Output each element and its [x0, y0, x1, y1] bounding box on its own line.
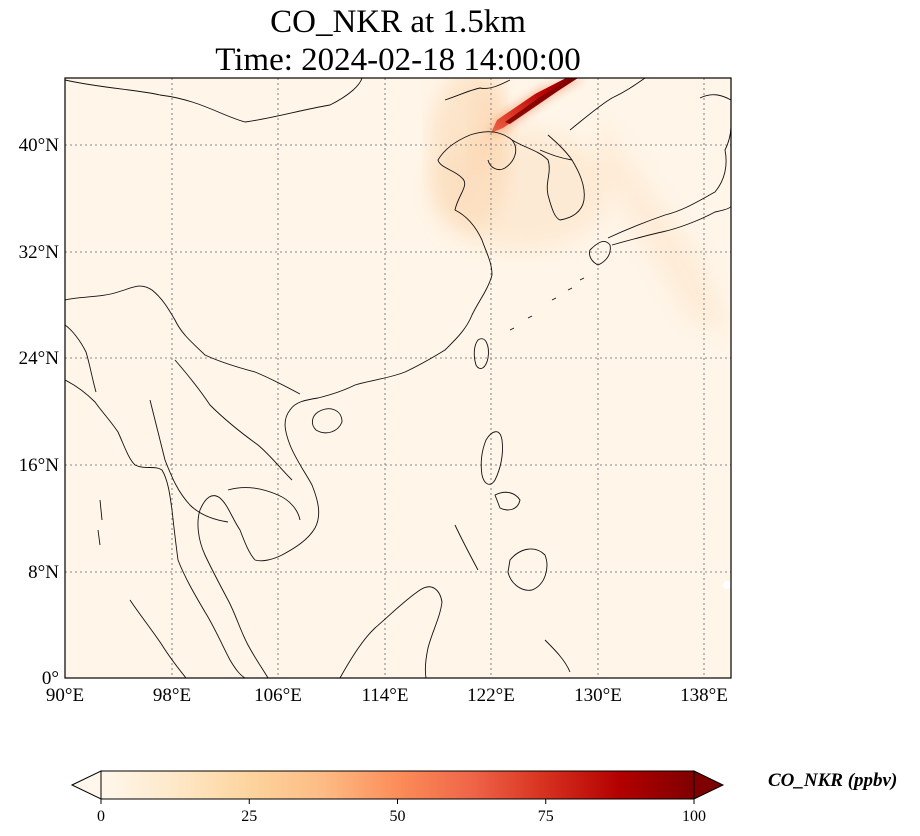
colorbar-label: CO_NKR (ppbv)	[768, 770, 898, 791]
lon-tick-label: 106°E	[254, 685, 302, 706]
map-timestamp: Time: 2024-02-18 14:00:00	[215, 42, 581, 78]
concentration-field	[65, 78, 731, 678]
coast-mindanao	[507, 548, 548, 591]
colorbar-tick-label: 100	[682, 808, 706, 825]
coast-vietnam	[254, 397, 320, 562]
islands-andaman	[97, 499, 103, 546]
coast-bohai	[469, 131, 517, 171]
haze-streak-left	[470, 78, 505, 175]
coast-sulawesi	[544, 639, 571, 673]
lat-tick-label: 24°N	[19, 348, 60, 369]
lon-tick-label: 122°E	[467, 685, 515, 706]
coast-borneo	[339, 586, 443, 678]
border-mongolia	[65, 78, 363, 123]
border-myanmar-india	[65, 324, 97, 393]
lon-tick-label: 98°E	[153, 685, 191, 706]
lon-tick-label: 114°E	[362, 685, 409, 706]
colorbar-extend-high	[693, 770, 725, 800]
border-cambodia	[227, 487, 301, 521]
coast-sumatra	[129, 599, 187, 678]
colorbar-extend-low	[70, 770, 102, 800]
border-china-south	[65, 285, 301, 395]
lon-tick-label: 130°E	[574, 685, 622, 706]
lon-tick-label: 90°E	[46, 685, 84, 706]
lat-tick-label: 40°N	[19, 135, 60, 156]
coast-malay	[177, 559, 246, 678]
border-laos	[174, 359, 293, 481]
coast-myanmar	[65, 379, 179, 561]
coast-hokkaido	[699, 94, 731, 101]
colorbar: 0 25 50 75 100	[70, 770, 725, 825]
colorbar-tick-label: 0	[97, 808, 105, 825]
coast-indochina	[197, 495, 269, 678]
coast-japan-south	[611, 205, 731, 246]
colorbar-tick-label: 25	[241, 808, 257, 825]
lat-tick-labels: 0° 8°N 16°N 24°N 32°N 40°N	[19, 135, 60, 689]
coast-taiwan	[473, 338, 489, 369]
plume-center	[505, 79, 575, 124]
coast-russia-fe	[569, 78, 646, 131]
colorbar-ticks	[100, 799, 695, 804]
map-frame	[64, 77, 732, 679]
map-title: CO_NKR at 1.5km	[270, 4, 526, 40]
coast-palawan	[454, 524, 479, 571]
coast-visayas	[494, 491, 521, 511]
coast-luzon	[480, 431, 503, 485]
coastlines	[65, 78, 731, 678]
lat-tick-label: 32°N	[19, 242, 60, 263]
islands-ryukyu	[509, 277, 585, 331]
colorbar-tick-label: 50	[390, 808, 406, 825]
coast-hainan	[311, 408, 343, 434]
lon-tick-labels: 90°E 98°E 106°E 114°E 122°E 130°E 138°E	[46, 685, 728, 706]
lat-tick-label: 8°N	[28, 562, 59, 583]
coast-japan-kyushu	[589, 240, 611, 266]
coast-china-east	[317, 134, 493, 399]
border-korea	[539, 149, 573, 161]
haze-japan-sea	[600, 120, 730, 330]
lat-tick-label: 0°	[42, 668, 59, 689]
coast-japan-honshu	[607, 124, 731, 239]
lon-tick-label: 138°E	[680, 685, 728, 706]
colorbar-gradient	[101, 771, 694, 799]
colorbar-tick-label: 75	[538, 808, 554, 825]
border-china-russia-east	[444, 79, 511, 101]
blank-patch	[723, 581, 731, 589]
lat-tick-label: 16°N	[19, 455, 60, 476]
border-thailand	[149, 399, 229, 523]
